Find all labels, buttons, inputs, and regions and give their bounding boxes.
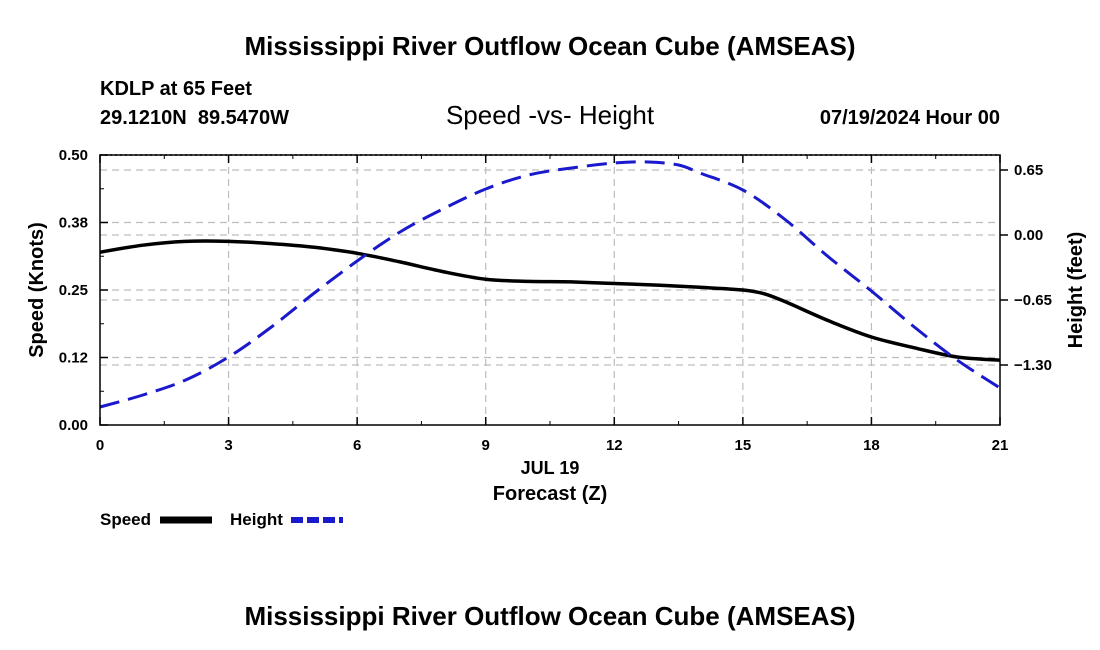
grid-lines [100, 155, 1000, 425]
legend-label-speed: Speed [100, 510, 151, 529]
location-label: 29.1210N 89.5470W [100, 107, 289, 129]
x-axis-date-label: JUL 19 [521, 458, 580, 478]
legend: Speed Height [100, 510, 343, 529]
series-layer [99, 160, 1001, 409]
y-left-tick-label: 0.12 [59, 350, 88, 367]
y-right-tick-label: 0.65 [1014, 162, 1043, 179]
legend-label-height: Height [230, 510, 283, 529]
x-tick-label: 0 [96, 437, 104, 454]
y-right-tick-label: −1.30 [1014, 357, 1052, 374]
y-right-tick-label: 0.00 [1014, 227, 1043, 244]
chart-subtitle: Speed -vs- Height [446, 100, 655, 130]
datetime-label: 07/19/2024 Hour 00 [820, 107, 1000, 129]
y-axis-right-label: Height (feet) [1065, 232, 1087, 349]
y-left-tick-label: 0.50 [59, 147, 88, 164]
y-left-tick-label: 0.00 [59, 417, 88, 434]
x-tick-label: 6 [353, 437, 361, 454]
x-tick-label: 9 [482, 437, 490, 454]
y-axis-left-label: Speed (Knots) [26, 222, 48, 358]
x-tick-label: 18 [863, 437, 880, 454]
series-line-speed [99, 239, 1001, 362]
y-left-tick-label: 0.25 [59, 282, 88, 299]
axis-ticks: 0 3 6 9 12 15 18 21 0.00 0.12 0.25 0.38 0.50 0.65 0.00… [59, 147, 1052, 454]
y-right-tick-label: −0.65 [1014, 292, 1052, 309]
x-tick-label: 15 [735, 437, 752, 454]
y-left-tick-label: 0.38 [59, 215, 88, 232]
x-tick-label: 3 [224, 437, 232, 454]
chart-title: Mississippi River Outflow Ocean Cube (AM… [244, 31, 855, 61]
station-label: KDLP at 65 Feet [100, 78, 252, 100]
footer-title: Mississippi River Outflow Ocean Cube (AM… [244, 601, 855, 631]
x-axis-label: Forecast (Z) [493, 483, 607, 505]
series-line-height [99, 160, 1001, 409]
x-tick-label: 12 [606, 437, 623, 454]
x-tick-label: 21 [992, 437, 1009, 454]
